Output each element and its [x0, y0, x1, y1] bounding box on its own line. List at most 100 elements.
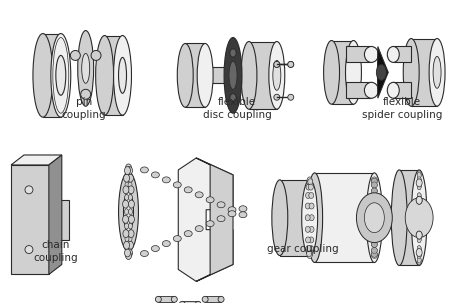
Ellipse shape	[417, 257, 421, 263]
Ellipse shape	[288, 61, 294, 67]
Text: flexible
spider coupling: flexible spider coupling	[362, 97, 442, 120]
Ellipse shape	[372, 247, 377, 254]
Ellipse shape	[118, 57, 127, 93]
Ellipse shape	[230, 94, 236, 102]
Polygon shape	[280, 180, 310, 256]
Ellipse shape	[230, 49, 236, 57]
Polygon shape	[399, 170, 419, 265]
Ellipse shape	[197, 43, 213, 107]
Polygon shape	[346, 47, 372, 62]
Ellipse shape	[346, 40, 362, 104]
Ellipse shape	[124, 192, 134, 232]
Ellipse shape	[307, 179, 311, 185]
Ellipse shape	[372, 253, 377, 258]
Ellipse shape	[151, 246, 159, 251]
Ellipse shape	[126, 250, 130, 256]
Ellipse shape	[25, 186, 33, 194]
Ellipse shape	[78, 31, 94, 106]
Ellipse shape	[417, 172, 421, 178]
Ellipse shape	[417, 172, 421, 178]
Polygon shape	[11, 155, 62, 165]
Polygon shape	[377, 47, 388, 98]
Ellipse shape	[417, 226, 421, 232]
Ellipse shape	[288, 61, 294, 67]
Ellipse shape	[372, 196, 377, 202]
Ellipse shape	[372, 234, 377, 240]
Ellipse shape	[128, 223, 132, 229]
Ellipse shape	[372, 182, 377, 188]
Ellipse shape	[365, 82, 378, 98]
Ellipse shape	[309, 215, 314, 221]
Ellipse shape	[417, 246, 421, 252]
Ellipse shape	[417, 171, 421, 177]
Ellipse shape	[416, 231, 422, 239]
Text: chain
coupling: chain coupling	[33, 240, 78, 264]
Ellipse shape	[114, 36, 131, 115]
Ellipse shape	[307, 177, 312, 183]
Ellipse shape	[309, 184, 313, 190]
Ellipse shape	[128, 230, 134, 238]
Ellipse shape	[177, 43, 193, 107]
Ellipse shape	[306, 192, 310, 199]
Ellipse shape	[356, 193, 392, 243]
Ellipse shape	[366, 173, 383, 262]
Ellipse shape	[324, 40, 339, 104]
Bar	[158, 296, 174, 302]
Bar	[182, 301, 198, 304]
Ellipse shape	[417, 203, 421, 209]
Ellipse shape	[309, 237, 314, 243]
Ellipse shape	[372, 188, 377, 194]
Ellipse shape	[416, 196, 422, 204]
Ellipse shape	[228, 207, 236, 213]
Ellipse shape	[269, 42, 285, 109]
Ellipse shape	[307, 253, 312, 258]
Ellipse shape	[126, 173, 129, 178]
Ellipse shape	[91, 50, 101, 60]
Ellipse shape	[429, 39, 445, 106]
Ellipse shape	[127, 168, 131, 174]
Ellipse shape	[230, 71, 236, 79]
Ellipse shape	[302, 180, 318, 256]
Ellipse shape	[308, 179, 313, 185]
Ellipse shape	[128, 174, 133, 182]
Ellipse shape	[151, 172, 159, 178]
Ellipse shape	[239, 206, 247, 212]
Ellipse shape	[372, 234, 377, 240]
Ellipse shape	[206, 221, 214, 227]
Ellipse shape	[206, 197, 214, 203]
Ellipse shape	[241, 42, 257, 109]
Ellipse shape	[288, 94, 294, 100]
Ellipse shape	[417, 177, 421, 183]
Ellipse shape	[372, 178, 377, 184]
Ellipse shape	[230, 49, 236, 57]
Ellipse shape	[123, 200, 128, 208]
Ellipse shape	[179, 301, 185, 304]
Ellipse shape	[417, 226, 421, 232]
Ellipse shape	[162, 240, 170, 247]
Ellipse shape	[372, 215, 377, 221]
Ellipse shape	[128, 209, 132, 215]
Ellipse shape	[173, 182, 181, 188]
Ellipse shape	[392, 170, 407, 265]
Ellipse shape	[162, 177, 170, 183]
Ellipse shape	[416, 196, 422, 204]
Ellipse shape	[56, 55, 66, 95]
Ellipse shape	[217, 216, 225, 222]
Ellipse shape	[372, 224, 377, 230]
Ellipse shape	[202, 296, 208, 302]
Ellipse shape	[372, 215, 377, 221]
Ellipse shape	[123, 186, 129, 194]
Ellipse shape	[417, 246, 421, 252]
Ellipse shape	[305, 215, 310, 221]
Ellipse shape	[173, 236, 181, 242]
Ellipse shape	[184, 187, 192, 193]
Ellipse shape	[307, 251, 311, 257]
Ellipse shape	[387, 47, 399, 62]
Ellipse shape	[125, 195, 128, 200]
Ellipse shape	[433, 57, 441, 88]
Polygon shape	[249, 42, 277, 109]
Ellipse shape	[306, 237, 310, 243]
Ellipse shape	[155, 296, 161, 302]
Ellipse shape	[309, 245, 313, 251]
Ellipse shape	[365, 47, 378, 62]
